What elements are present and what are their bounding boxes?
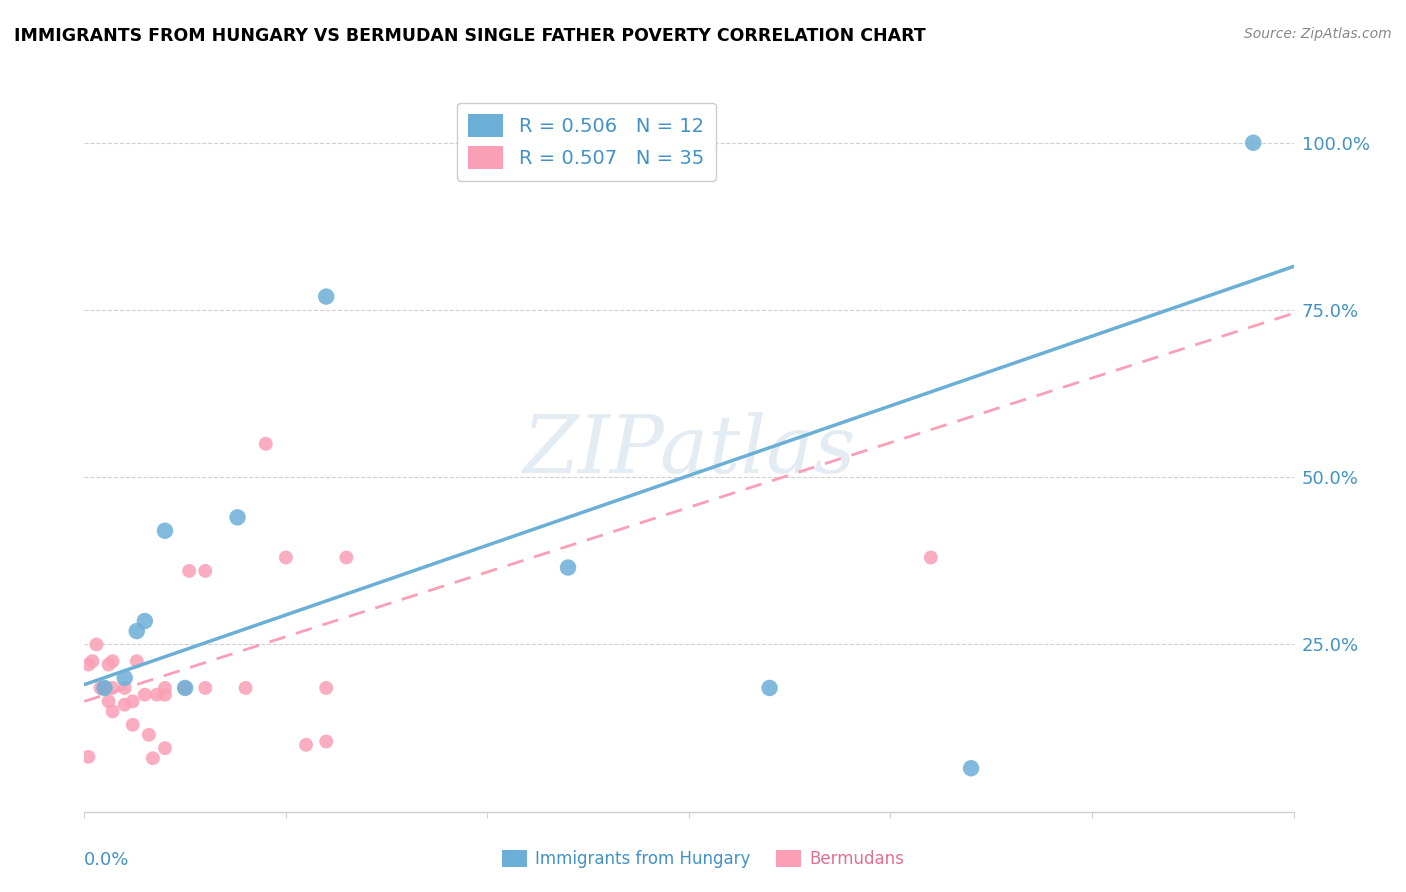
Text: 0.0%: 0.0% <box>84 852 129 870</box>
Point <box>315 681 337 695</box>
Point <box>101 681 124 695</box>
Point <box>82 654 104 668</box>
Point <box>315 289 337 303</box>
Point <box>153 741 176 756</box>
Point <box>134 688 156 702</box>
Point <box>174 681 197 695</box>
Point <box>758 681 780 695</box>
Point <box>138 728 160 742</box>
Point <box>114 681 136 695</box>
Point <box>86 637 108 651</box>
Point <box>179 564 201 578</box>
Point <box>89 681 111 695</box>
Point <box>101 654 124 668</box>
Point <box>557 560 579 574</box>
Text: ZIPatlas: ZIPatlas <box>522 412 856 489</box>
Point <box>146 688 169 702</box>
Point <box>920 550 942 565</box>
Point <box>153 688 176 702</box>
Point <box>114 671 136 685</box>
Point <box>114 698 136 712</box>
Point <box>960 761 983 775</box>
Point <box>153 681 176 695</box>
Point <box>315 734 337 748</box>
Point <box>254 436 277 450</box>
Point <box>153 524 176 538</box>
Point <box>77 657 100 672</box>
Point <box>125 654 148 668</box>
Text: IMMIGRANTS FROM HUNGARY VS BERMUDAN SINGLE FATHER POVERTY CORRELATION CHART: IMMIGRANTS FROM HUNGARY VS BERMUDAN SING… <box>14 27 925 45</box>
Point <box>235 681 257 695</box>
Point <box>335 550 357 565</box>
Point <box>77 749 100 764</box>
Point <box>194 564 217 578</box>
Point <box>121 717 143 731</box>
Point <box>194 681 217 695</box>
Point <box>174 681 197 695</box>
Point <box>121 694 143 708</box>
Point <box>97 694 120 708</box>
Text: Source: ZipAtlas.com: Source: ZipAtlas.com <box>1244 27 1392 41</box>
Point <box>93 681 115 695</box>
Point <box>142 751 165 765</box>
Point <box>226 510 249 524</box>
Legend: Immigrants from Hungary, Bermudans: Immigrants from Hungary, Bermudans <box>495 843 911 875</box>
Point <box>295 738 318 752</box>
Point <box>97 657 120 672</box>
Point <box>93 681 115 695</box>
Point <box>134 614 156 628</box>
Point <box>274 550 297 565</box>
Point <box>125 624 148 639</box>
Point <box>101 705 124 719</box>
Point <box>1241 136 1264 150</box>
Legend: R = 0.506   N = 12, R = 0.507   N = 35: R = 0.506 N = 12, R = 0.507 N = 35 <box>457 103 716 180</box>
